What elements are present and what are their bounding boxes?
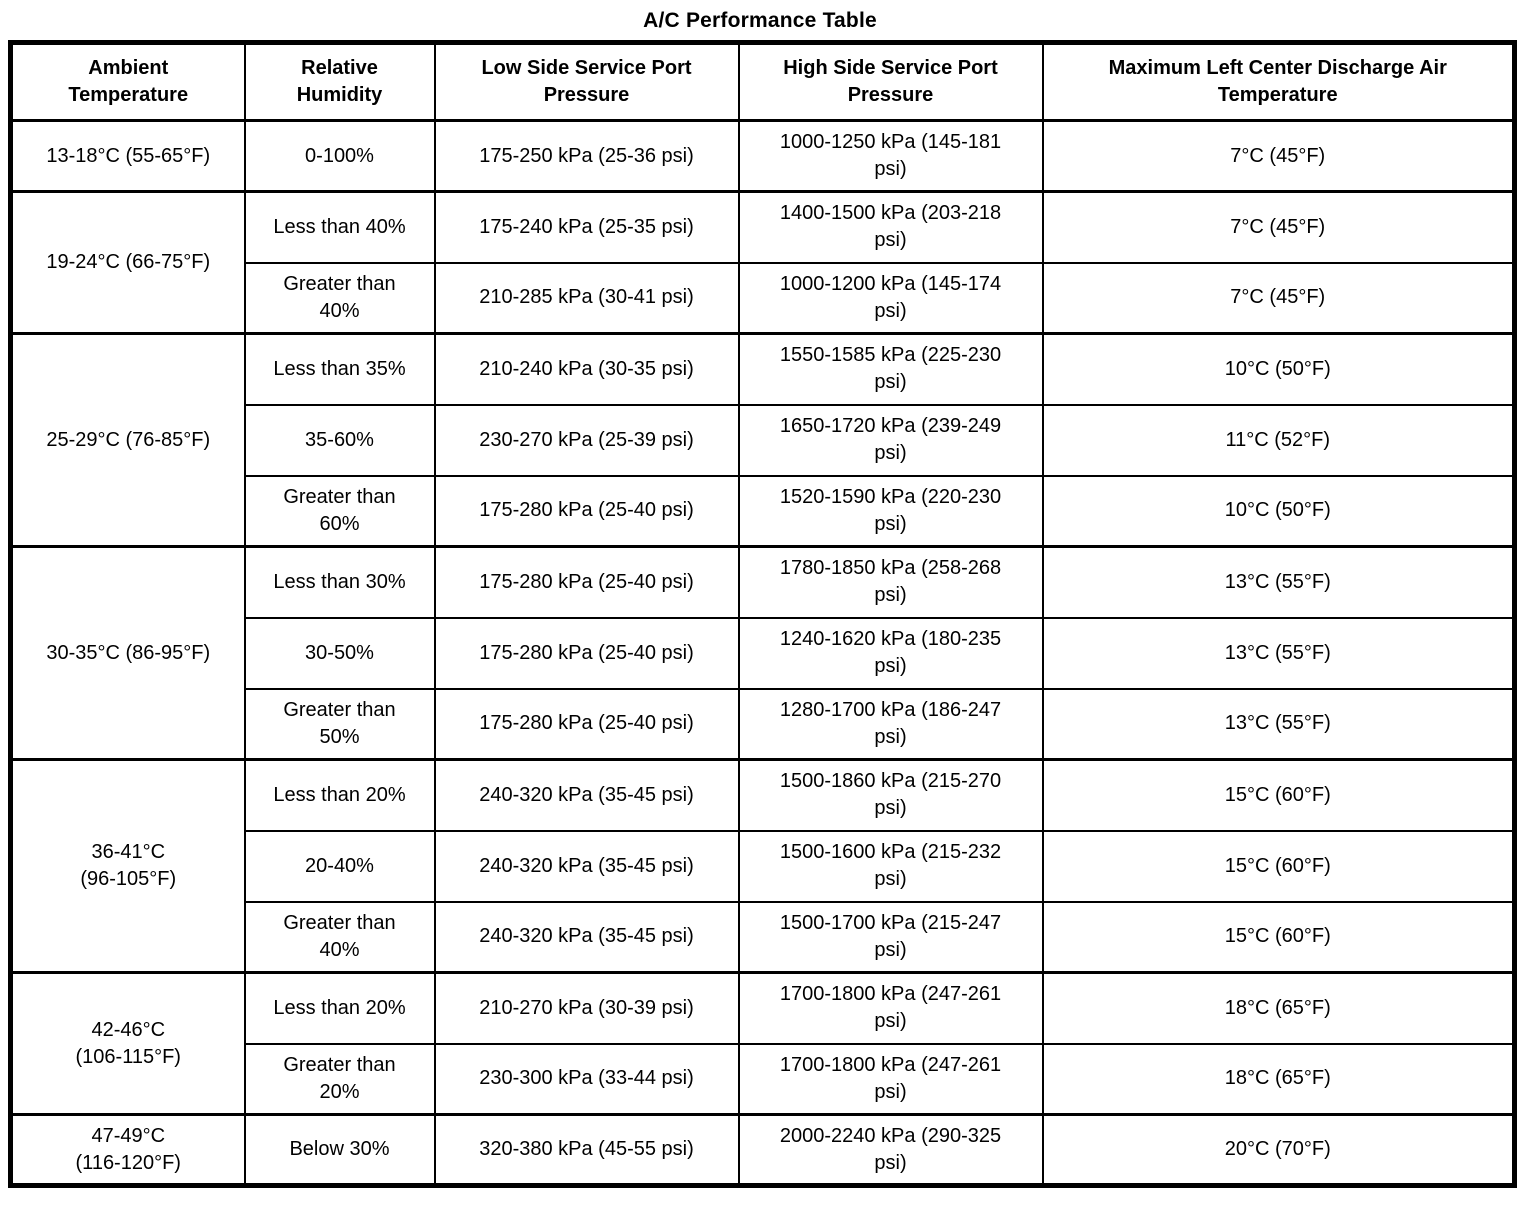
- relative-humidity-cell: Less than 20%: [243, 758, 436, 832]
- relative-humidity-cell: 0-100%: [243, 119, 436, 193]
- table-row: 30-35°C (86-95°F) Less than 30% 175-280 …: [9, 545, 1516, 761]
- discharge-temperature-cell: 15°C (60°F): [1041, 829, 1516, 903]
- discharge-temperature-cell: 18°C (65°F): [1041, 1042, 1516, 1116]
- relative-humidity-cell: Greater than 40%: [243, 900, 436, 974]
- ac-performance-table: Ambient Temperature Relative Humidity Lo…: [8, 40, 1517, 1188]
- low-side-pressure-cell: 240-320 kPa (35-45 psi): [433, 758, 740, 832]
- relative-humidity-cell: Less than 20%: [243, 971, 436, 1045]
- header-max-discharge-temperature: Maximum Left Center Discharge Air Temper…: [1041, 41, 1516, 122]
- table-row: Greater than 60% 175-280 kPa (25-40 psi)…: [11, 474, 1516, 548]
- low-side-pressure-cell: 175-280 kPa (25-40 psi): [433, 687, 740, 761]
- discharge-temperature-cell: 13°C (55°F): [1041, 616, 1516, 690]
- high-side-pressure-cell: 1500-1600 kPa (215-232 psi): [737, 829, 1044, 903]
- relative-humidity-cell: Greater than 60%: [243, 474, 436, 548]
- discharge-temperature-cell: 18°C (65°F): [1041, 971, 1516, 1045]
- relative-humidity-cell: Less than 35%: [243, 332, 436, 406]
- high-side-pressure-cell: 1500-1700 kPa (215-247 psi): [737, 900, 1044, 974]
- table-row: 20-40% 240-320 kPa (35-45 psi) 1500-1600…: [11, 829, 1516, 903]
- discharge-temperature-cell: 7°C (45°F): [1041, 190, 1516, 264]
- header-row: Ambient Temperature Relative Humidity Lo…: [9, 41, 1516, 122]
- table-row: Greater than 20% 230-300 kPa (33-44 psi)…: [11, 1042, 1516, 1116]
- discharge-temperature-cell: 10°C (50°F): [1041, 332, 1516, 406]
- table-row: 25-29°C (76-85°F) Less than 35% 210-240 …: [9, 332, 1516, 548]
- discharge-temperature-cell: 15°C (60°F): [1041, 900, 1516, 974]
- low-side-pressure-cell: 175-280 kPa (25-40 psi): [433, 545, 740, 619]
- discharge-temperature-cell: 20°C (70°F): [1041, 1113, 1516, 1187]
- relative-humidity-cell: 35-60%: [243, 403, 436, 477]
- relative-humidity-cell: 30-50%: [243, 616, 436, 690]
- ambient-temperature-cell: 47-49°C (116-120°F): [9, 1113, 246, 1187]
- low-side-pressure-cell: 210-285 kPa (30-41 psi): [433, 261, 740, 335]
- ambient-temperature-cell: 36-41°C (96-105°F): [9, 758, 246, 974]
- ambient-temperature-cell: 13-18°C (55-65°F): [9, 119, 246, 193]
- header-ambient-temperature: Ambient Temperature: [9, 41, 246, 122]
- high-side-pressure-cell: 1550-1585 kPa (225-230 psi): [737, 332, 1044, 406]
- ambient-temperature-cell: 42-46°C (106-115°F): [9, 971, 246, 1116]
- relative-humidity-cell: Below 30%: [243, 1113, 436, 1187]
- high-side-pressure-cell: 1240-1620 kPa (180-235 psi): [737, 616, 1044, 690]
- header-relative-humidity: Relative Humidity: [243, 41, 436, 122]
- relative-humidity-cell: Greater than 50%: [243, 687, 436, 761]
- table-row: 19-24°C (66-75°F) Less than 40% 175-240 …: [9, 190, 1516, 335]
- relative-humidity-cell: Less than 30%: [243, 545, 436, 619]
- table-row: Greater than 40% 210-285 kPa (30-41 psi)…: [11, 261, 1516, 335]
- discharge-temperature-cell: 10°C (50°F): [1041, 474, 1516, 548]
- table-row: 42-46°C (106-115°F) Less than 20% 210-27…: [9, 971, 1516, 1116]
- low-side-pressure-cell: 175-250 kPa (25-36 psi): [433, 119, 740, 193]
- high-side-pressure-cell: 1000-1200 kPa (145-174 psi): [737, 261, 1044, 335]
- high-side-pressure-cell: 1520-1590 kPa (220-230 psi): [737, 474, 1044, 548]
- high-side-pressure-cell: 1650-1720 kPa (239-249 psi): [737, 403, 1044, 477]
- low-side-pressure-cell: 175-280 kPa (25-40 psi): [433, 474, 740, 548]
- high-side-pressure-cell: 1780-1850 kPa (258-268 psi): [737, 545, 1044, 619]
- page-title: A/C Performance Table: [643, 9, 877, 32]
- discharge-temperature-cell: 13°C (55°F): [1041, 545, 1516, 619]
- relative-humidity-cell: Greater than 40%: [243, 261, 436, 335]
- high-side-pressure-cell: 1500-1860 kPa (215-270 psi): [737, 758, 1044, 832]
- discharge-temperature-cell: 7°C (45°F): [1041, 119, 1516, 193]
- table-row: 36-41°C (96-105°F) Less than 20% 240-320…: [9, 758, 1516, 974]
- table-row: Greater than 50% 175-280 kPa (25-40 psi)…: [11, 687, 1516, 761]
- table-row: 47-49°C (116-120°F) Below 30% 320-380 kP…: [9, 1113, 1516, 1187]
- ambient-temperature-cell: 30-35°C (86-95°F): [9, 545, 246, 761]
- high-side-pressure-cell: 1280-1700 kPa (186-247 psi): [737, 687, 1044, 761]
- relative-humidity-cell: 20-40%: [243, 829, 436, 903]
- header-low-side-pressure: Low Side Service Port Pressure: [433, 41, 740, 122]
- low-side-pressure-cell: 230-270 kPa (25-39 psi): [433, 403, 740, 477]
- ambient-temperature-cell: 25-29°C (76-85°F): [9, 332, 246, 548]
- discharge-temperature-cell: 11°C (52°F): [1041, 403, 1516, 477]
- discharge-temperature-cell: 13°C (55°F): [1041, 687, 1516, 761]
- low-side-pressure-cell: 240-320 kPa (35-45 psi): [433, 829, 740, 903]
- discharge-temperature-cell: 7°C (45°F): [1041, 261, 1516, 335]
- high-side-pressure-cell: 1400-1500 kPa (203-218 psi): [737, 190, 1044, 264]
- header-high-side-pressure: High Side Service Port Pressure: [737, 41, 1044, 122]
- ambient-temperature-cell: 19-24°C (66-75°F): [9, 190, 246, 335]
- relative-humidity-cell: Greater than 20%: [243, 1042, 436, 1116]
- low-side-pressure-cell: 210-240 kPa (30-35 psi): [433, 332, 740, 406]
- table-row: Greater than 40% 240-320 kPa (35-45 psi)…: [11, 900, 1516, 974]
- high-side-pressure-cell: 1000-1250 kPa (145-181 psi): [737, 119, 1044, 193]
- table-row: 30-50% 175-280 kPa (25-40 psi) 1240-1620…: [11, 616, 1516, 690]
- table-row: 35-60% 230-270 kPa (25-39 psi) 1650-1720…: [11, 403, 1516, 477]
- low-side-pressure-cell: 175-280 kPa (25-40 psi): [433, 616, 740, 690]
- low-side-pressure-cell: 230-300 kPa (33-44 psi): [433, 1042, 740, 1116]
- discharge-temperature-cell: 15°C (60°F): [1041, 758, 1516, 832]
- table-row: 13-18°C (55-65°F) 0-100% 175-250 kPa (25…: [9, 119, 1516, 193]
- low-side-pressure-cell: 240-320 kPa (35-45 psi): [433, 900, 740, 974]
- relative-humidity-cell: Less than 40%: [243, 190, 436, 264]
- low-side-pressure-cell: 210-270 kPa (30-39 psi): [433, 971, 740, 1045]
- high-side-pressure-cell: 1700-1800 kPa (247-261 psi): [737, 971, 1044, 1045]
- low-side-pressure-cell: 175-240 kPa (25-35 psi): [433, 190, 740, 264]
- high-side-pressure-cell: 2000-2240 kPa (290-325 psi): [737, 1113, 1044, 1187]
- high-side-pressure-cell: 1700-1800 kPa (247-261 psi): [737, 1042, 1044, 1116]
- low-side-pressure-cell: 320-380 kPa (45-55 psi): [433, 1113, 740, 1187]
